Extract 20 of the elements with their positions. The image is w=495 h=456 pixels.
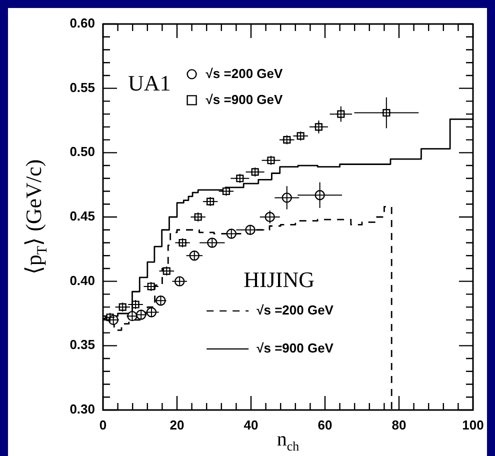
legend-label: √s =900 GeV (256, 340, 334, 356)
x-tick-label: 0 (99, 417, 107, 432)
y-tick-label: 0.40 (70, 272, 95, 288)
x-tick-label: 80 (392, 417, 406, 432)
x-tick-label: 40 (244, 417, 258, 432)
x-tick-label: 20 (170, 417, 184, 432)
y-tick-label: 0.50 (70, 144, 95, 160)
legend-label: √s =200 GeV (206, 66, 284, 81)
legend-label: √s =900 GeV (206, 92, 284, 107)
y-tick-label: 0.35 (70, 337, 95, 352)
y-axis-title: ⟨pT⟩ (GeV/c) (20, 159, 50, 275)
y-tick-label: 0.55 (70, 80, 95, 95)
legend-title: HIJING (244, 267, 315, 292)
annotation: UA1 (128, 70, 171, 96)
y-tick-label: 0.60 (70, 16, 95, 31)
x-tick-label: 100 (462, 417, 484, 432)
x-tick-label: 60 (318, 417, 332, 432)
y-tick-label: 0.30 (70, 402, 95, 417)
y-tick-label: 0.45 (70, 208, 95, 224)
legend-label: √s =200 GeV (256, 302, 334, 318)
